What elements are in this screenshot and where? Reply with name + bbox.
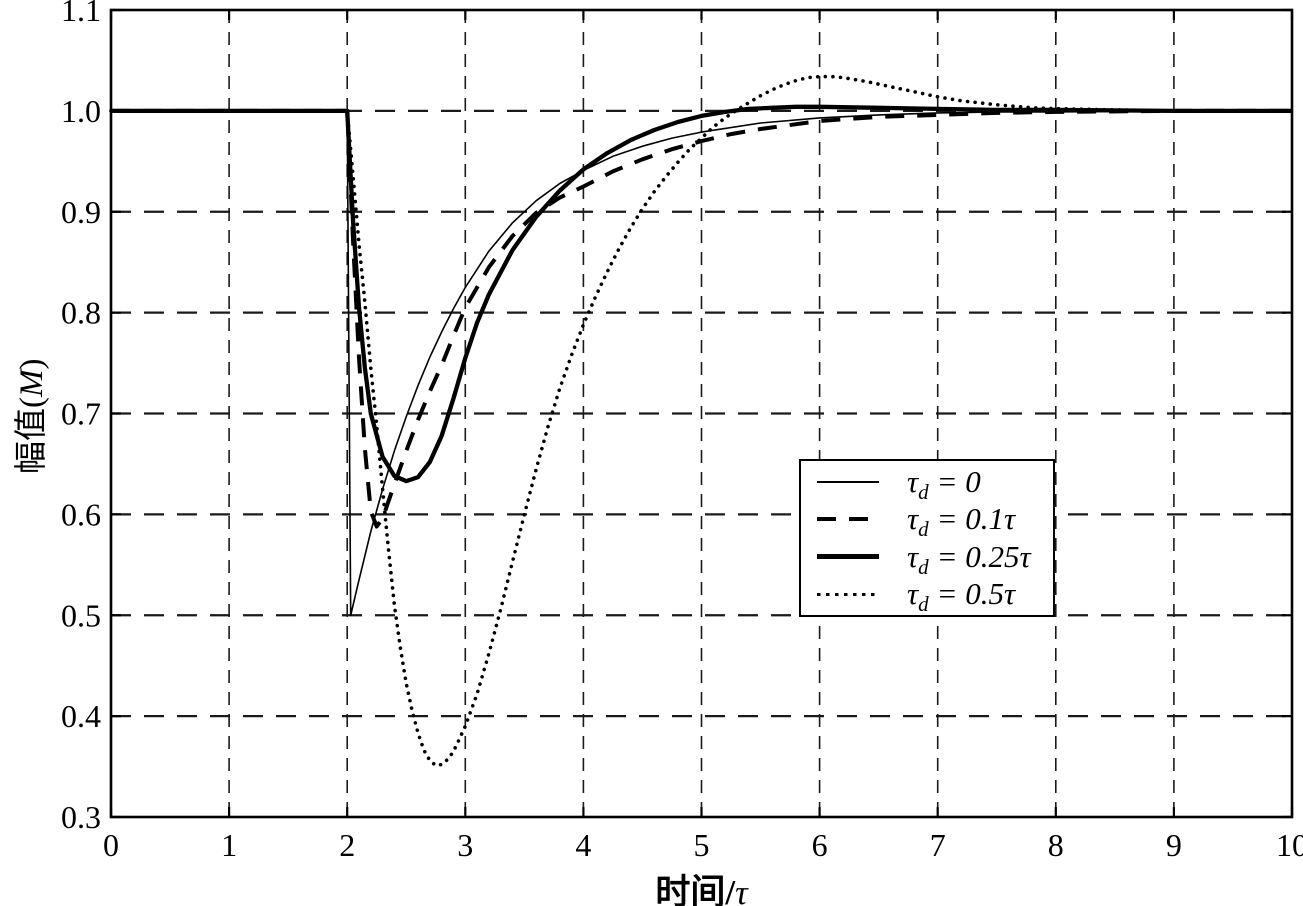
legend-item: τd = 0.1τ — [817, 501, 1053, 542]
legend-line-sample-dashed — [817, 517, 879, 522]
x-tick-label: 7 — [930, 827, 946, 863]
y-tick-label: 1.0 — [61, 93, 101, 129]
legend-item-label: τd = 0.1τ — [907, 501, 1016, 542]
y-tick-label: 0.5 — [61, 597, 101, 633]
series-line-taud-0p5 — [109, 74, 1294, 768]
x-tick-label: 9 — [1166, 827, 1182, 863]
series-line-taud-0p25 — [111, 104, 1292, 484]
axis-box — [109, 8, 1294, 819]
legend-line-sample-thick-solid — [817, 554, 879, 560]
legend-item-label: τd = 0 — [907, 463, 981, 504]
legend: τd = 0 τd = 0.1τ τd = 0.25τ τd = 0.5τ — [799, 459, 1055, 617]
x-tick-label: 10 — [1276, 827, 1303, 863]
grid-lines — [111, 10, 1292, 817]
x-tick-label: 0 — [103, 827, 119, 863]
x-tick-labels: 0 1 2 3 4 5 6 7 8 9 10 — [103, 827, 1303, 863]
legend-line-sample-thin-solid — [817, 480, 879, 483]
x-tick-label: 1 — [221, 827, 237, 863]
series-lines — [109, 74, 1294, 768]
legend-item: τd = 0.5τ — [817, 576, 1053, 617]
x-tick-label: 5 — [694, 827, 710, 863]
x-tick-label: 3 — [457, 827, 473, 863]
y-tick-label: 1.1 — [61, 0, 101, 28]
y-tick-label: 0.9 — [61, 194, 101, 230]
x-axis-title: 时间/τ — [655, 873, 748, 906]
y-axis-title: 幅值(M) — [14, 358, 50, 475]
series-line-taud-0 — [111, 110, 1292, 617]
legend-item: τd = 0.25τ — [817, 538, 1053, 579]
legend-line-sample-dotted — [817, 592, 879, 597]
y-tick-label: 0.6 — [61, 496, 101, 532]
x-tick-label: 6 — [812, 827, 828, 863]
x-tick-label: 4 — [575, 827, 591, 863]
legend-item: τd = 0 — [817, 463, 1053, 504]
x-tick-label: 2 — [339, 827, 355, 863]
legend-item-label: τd = 0.5τ — [907, 576, 1016, 617]
y-tick-label: 0.7 — [61, 396, 101, 432]
y-tick-label: 0.4 — [61, 698, 101, 734]
y-tick-label: 0.3 — [61, 799, 101, 835]
legend-item-label: τd = 0.25τ — [907, 538, 1031, 579]
x-tick-label: 8 — [1048, 827, 1064, 863]
y-tick-labels: 0.3 0.4 0.5 0.6 0.7 0.8 0.9 1.0 1.1 — [61, 0, 101, 835]
y-tick-label: 0.8 — [61, 295, 101, 331]
